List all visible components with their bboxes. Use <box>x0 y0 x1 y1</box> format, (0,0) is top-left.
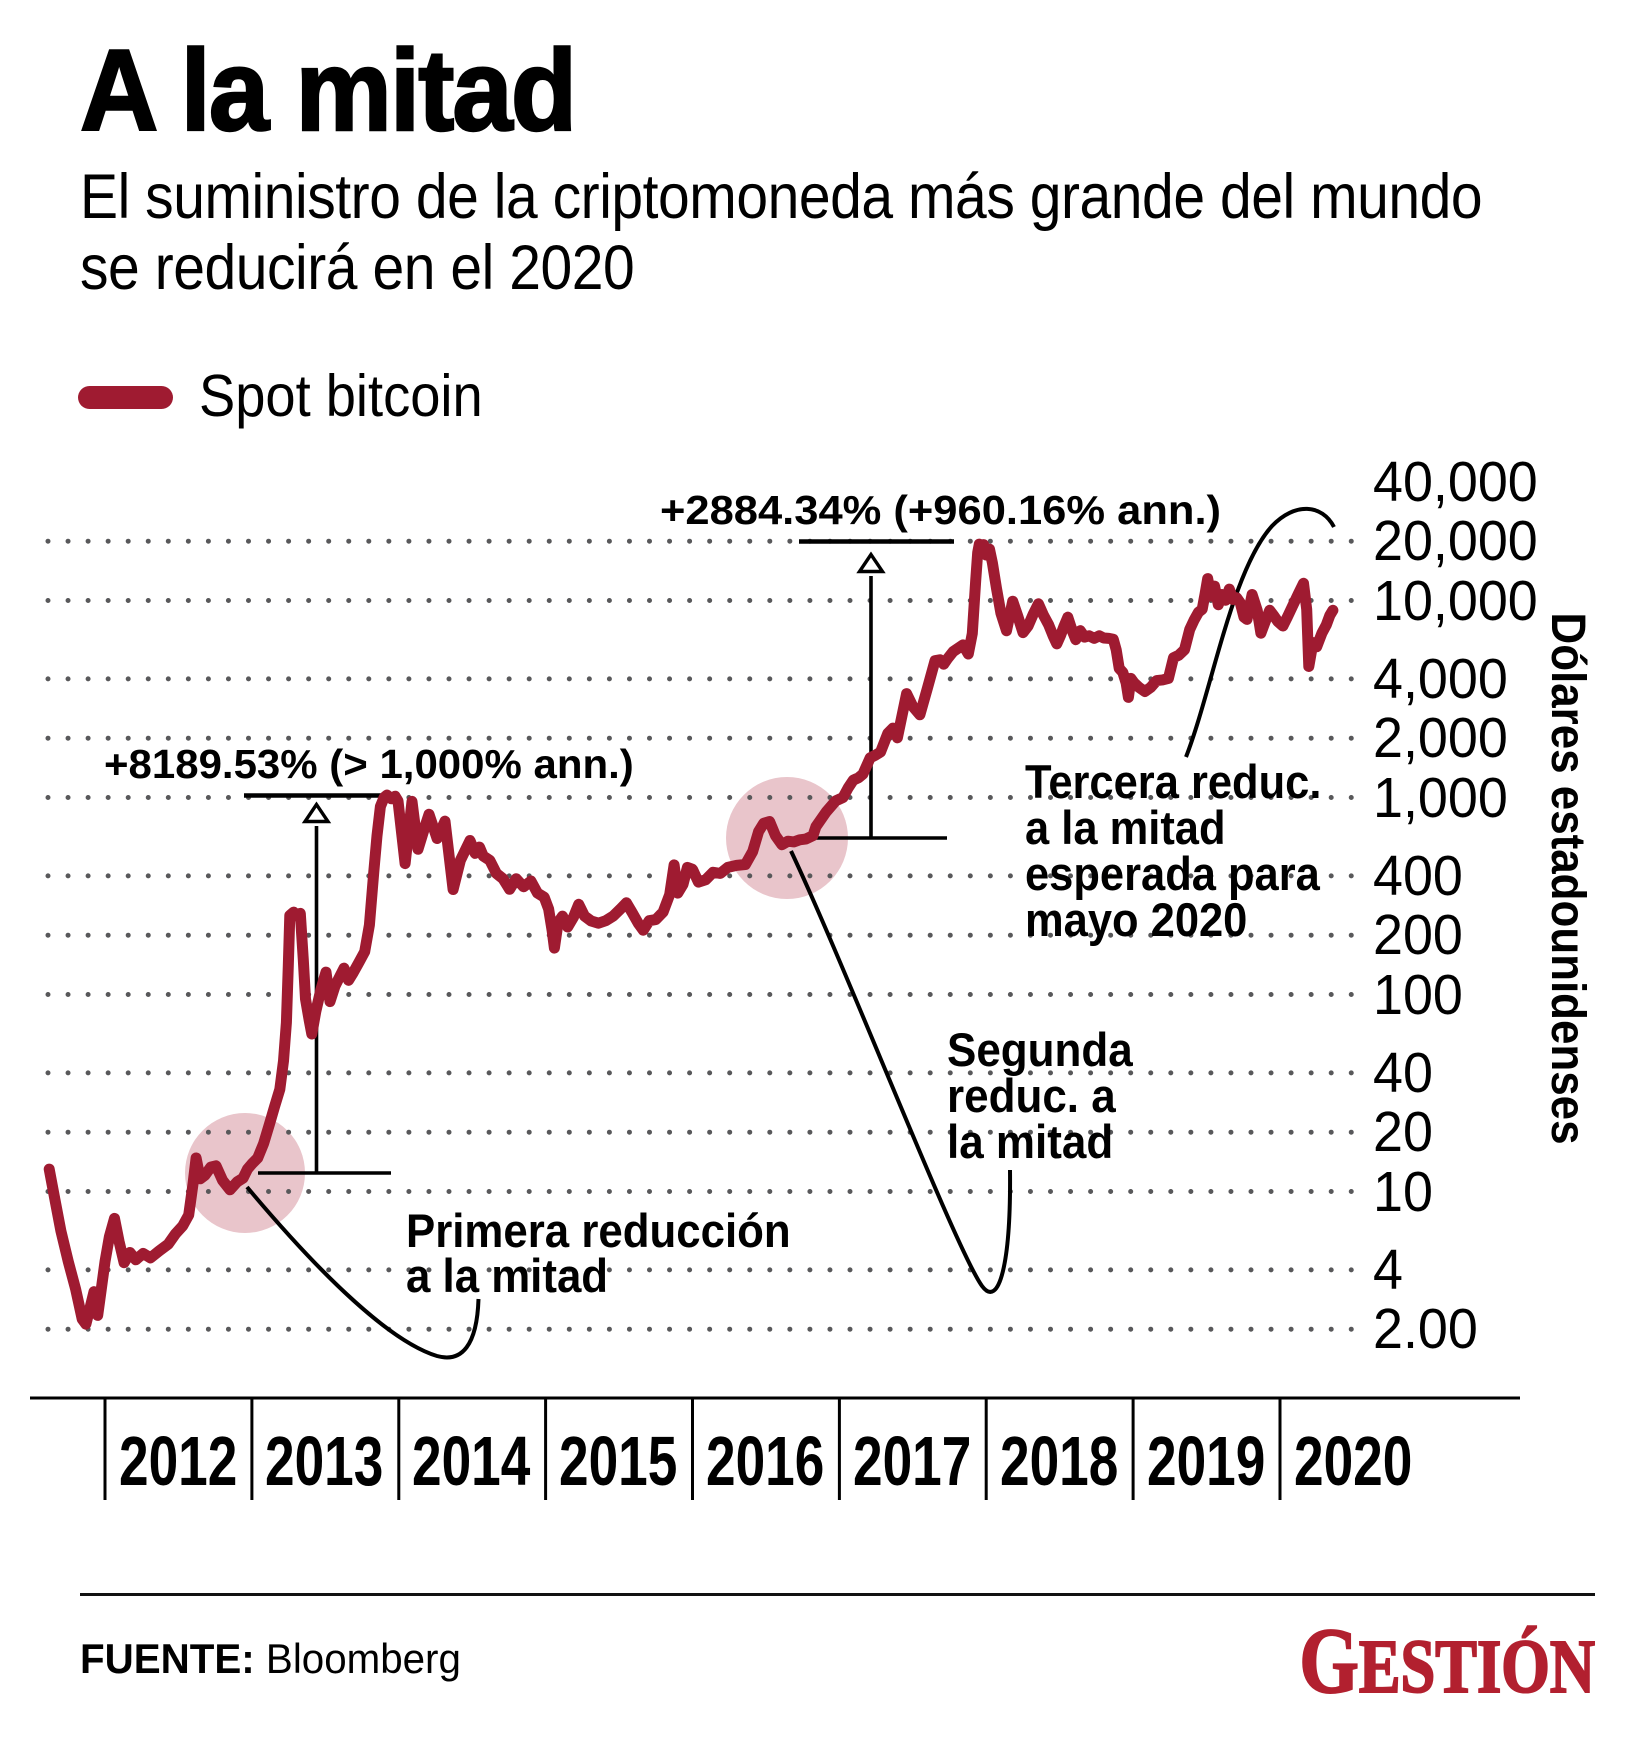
svg-text:Dólares estadounidenses: Dólares estadounidenses <box>1542 612 1596 1144</box>
